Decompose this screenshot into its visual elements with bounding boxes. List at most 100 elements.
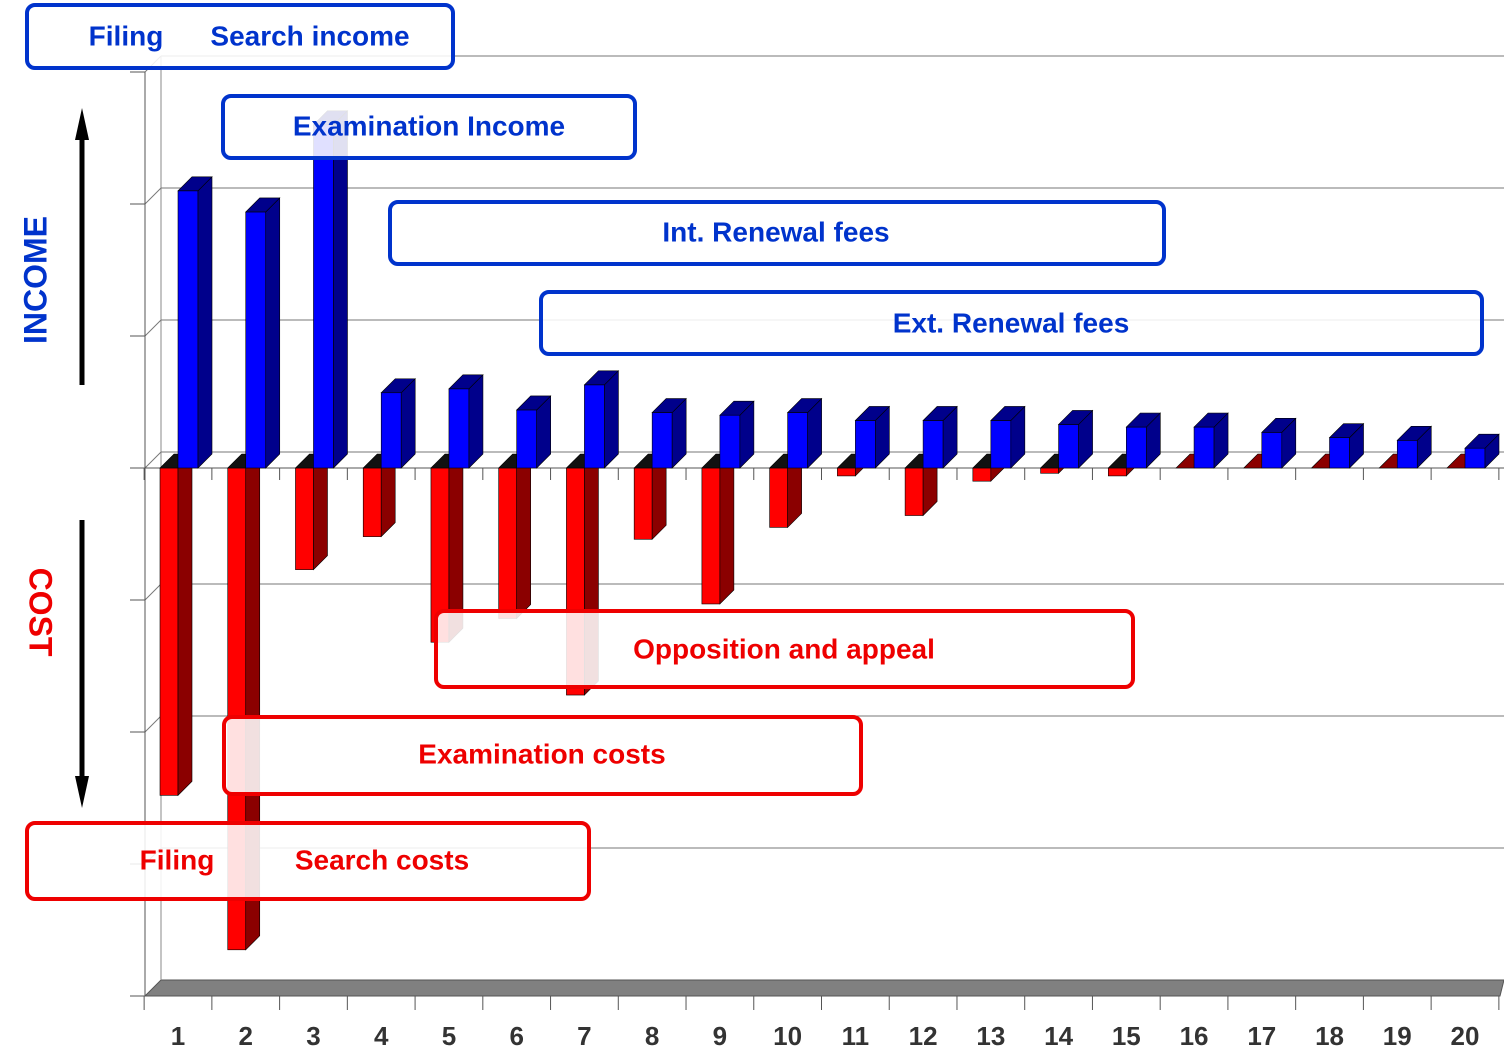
annotation: Search costs bbox=[295, 844, 469, 875]
bar bbox=[313, 124, 334, 469]
bar-side bbox=[604, 370, 619, 469]
bar-top bbox=[719, 400, 755, 416]
floor bbox=[143, 979, 1504, 997]
bar-top bbox=[448, 374, 484, 390]
bar bbox=[972, 467, 992, 482]
bar bbox=[159, 467, 179, 796]
annotation-box bbox=[539, 290, 1484, 356]
bar-top bbox=[583, 370, 620, 386]
bar-side bbox=[468, 374, 484, 469]
axis-label: COST bbox=[23, 568, 59, 657]
bar bbox=[1108, 467, 1127, 477]
grid-line bbox=[144, 715, 162, 733]
bar bbox=[245, 211, 267, 469]
bar-top bbox=[1328, 423, 1365, 438]
x-tick-label: 12 bbox=[909, 1021, 938, 1051]
x-tick-label: 1 bbox=[171, 1021, 185, 1051]
bar-top bbox=[990, 406, 1026, 421]
x-tick-label: 20 bbox=[1451, 1021, 1480, 1051]
bar bbox=[1396, 439, 1418, 469]
bar bbox=[922, 420, 944, 469]
bar-top bbox=[651, 398, 687, 413]
bar bbox=[295, 467, 314, 570]
bar-top bbox=[1464, 433, 1500, 449]
annotation: Examination Income bbox=[293, 110, 565, 141]
bar bbox=[1126, 426, 1147, 469]
annotation: Filing bbox=[89, 20, 164, 51]
x-tick-label: 15 bbox=[1112, 1021, 1141, 1051]
bar bbox=[448, 388, 470, 469]
bar-top bbox=[380, 378, 416, 394]
bar-side bbox=[265, 197, 281, 469]
x-tick-label: 5 bbox=[442, 1021, 456, 1051]
bar bbox=[633, 467, 653, 540]
x-tick-label: 6 bbox=[509, 1021, 523, 1051]
x-tick-label: 2 bbox=[239, 1021, 253, 1051]
bar-top bbox=[854, 406, 891, 421]
bar bbox=[837, 467, 856, 477]
x-tick-label: 4 bbox=[374, 1021, 389, 1051]
x-tick-label: 11 bbox=[842, 1021, 870, 1051]
bar-top bbox=[922, 406, 958, 421]
bar-side bbox=[333, 110, 348, 469]
axis-label: INCOME bbox=[17, 216, 53, 344]
x-tick-label: 18 bbox=[1315, 1021, 1344, 1051]
bar bbox=[855, 420, 876, 469]
bar-side bbox=[197, 176, 213, 469]
bar bbox=[380, 392, 402, 469]
bar-top bbox=[1193, 412, 1229, 428]
bar bbox=[1329, 437, 1350, 469]
annotation-box bbox=[25, 3, 455, 70]
annotation: Search income bbox=[210, 20, 409, 51]
bar-side bbox=[719, 453, 735, 605]
bar-top bbox=[245, 197, 281, 213]
x-tick-label: 8 bbox=[645, 1021, 659, 1051]
bar bbox=[787, 412, 808, 469]
grid-line bbox=[144, 583, 162, 601]
annotation-box bbox=[221, 94, 637, 160]
bar bbox=[1193, 426, 1215, 469]
annotation-box bbox=[434, 609, 1135, 689]
annotation-box bbox=[222, 715, 863, 796]
x-tick-label: 19 bbox=[1383, 1021, 1412, 1051]
bar-top bbox=[1125, 412, 1162, 428]
x-tick-label: 7 bbox=[577, 1021, 591, 1051]
annotation: Filing bbox=[140, 844, 215, 875]
x-tick-label: 16 bbox=[1180, 1021, 1209, 1051]
bar bbox=[1261, 432, 1283, 469]
annotation-box bbox=[388, 200, 1166, 266]
bar bbox=[1040, 467, 1059, 474]
bar bbox=[177, 190, 199, 469]
arrow-head bbox=[75, 776, 89, 808]
bar-side bbox=[313, 453, 328, 571]
grid-line bbox=[144, 187, 162, 205]
bar bbox=[769, 467, 788, 528]
annotation-box bbox=[25, 821, 591, 901]
bar-side bbox=[516, 453, 531, 620]
bar-side bbox=[400, 378, 416, 469]
bar bbox=[904, 467, 924, 516]
bar bbox=[498, 467, 517, 619]
x-tick-label: 9 bbox=[713, 1021, 727, 1051]
bar-top bbox=[177, 176, 213, 192]
plot: 1 2 3 4 5 6 7 8 9 10 11 12 13 14 15 16 17 18 19 20 bbox=[130, 55, 1504, 1051]
bar bbox=[651, 412, 673, 469]
x-tick-label: 10 bbox=[773, 1021, 802, 1051]
bar bbox=[990, 420, 1012, 469]
bar bbox=[584, 384, 605, 469]
bar bbox=[1464, 447, 1486, 469]
bar-top bbox=[1261, 418, 1297, 433]
annotation: Ext. Renewal fees bbox=[893, 307, 1130, 338]
x-tick-label: 17 bbox=[1247, 1021, 1276, 1051]
x-tick-label: 13 bbox=[976, 1021, 1005, 1051]
x-tick-label: 3 bbox=[306, 1021, 320, 1051]
bar-top bbox=[515, 395, 552, 411]
bar bbox=[1058, 424, 1079, 469]
annotation: Int. Renewal fees bbox=[662, 216, 889, 247]
arrow-head bbox=[75, 108, 89, 140]
annotation: Opposition and appeal bbox=[633, 633, 935, 664]
bar bbox=[362, 467, 382, 537]
bar bbox=[516, 409, 537, 469]
bar bbox=[719, 414, 741, 469]
